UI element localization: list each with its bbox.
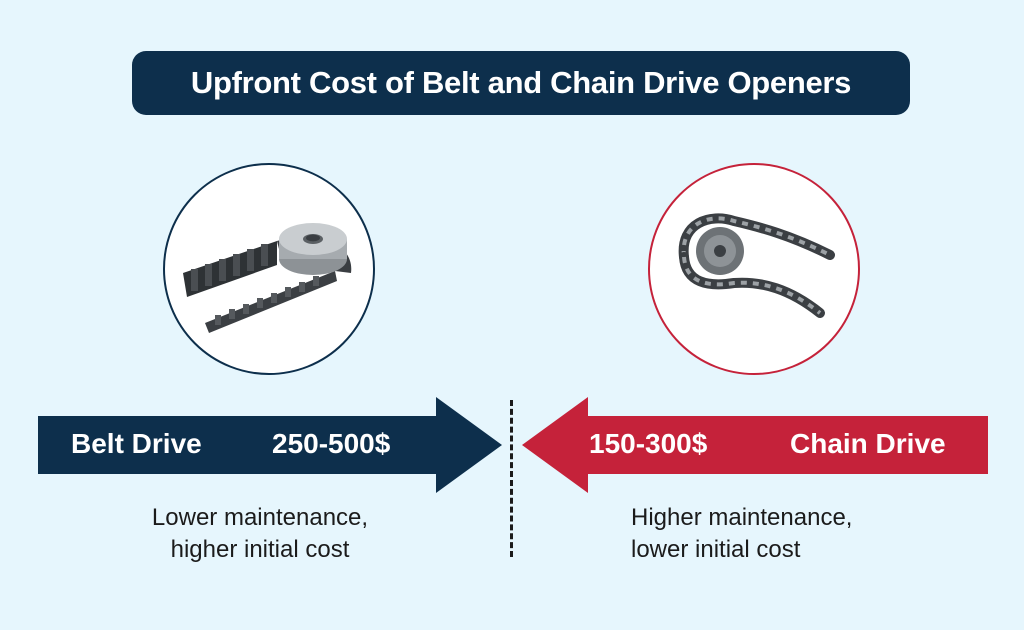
chain-drive-icon — [678, 213, 835, 318]
belt-caption-line-2: higher initial cost — [170, 536, 350, 563]
title-text: Upfront Cost of Belt and Chain Drive Ope… — [190, 65, 852, 100]
belt-cost-arrow — [38, 397, 502, 493]
chain-drive-caption: Higher maintenance, lower initial cost — [631, 502, 931, 566]
chain-drive-image-frame — [648, 163, 860, 375]
chain-cost-arrow — [522, 397, 988, 493]
belt-drive-price: 250-500$ — [272, 428, 391, 459]
chain-drive-price: 150-300$ — [589, 428, 708, 459]
belt-drive-label: Belt Drive — [71, 428, 202, 459]
belt-drive-icon — [183, 223, 352, 333]
belt-drive-caption: Lower maintenance, higher initial cost — [110, 502, 410, 566]
chain-caption-line-1: Higher maintenance, — [631, 504, 853, 531]
chain-caption-line-2: lower initial cost — [631, 536, 801, 563]
center-divider — [510, 400, 513, 557]
chain-drive-label: Chain Drive — [790, 428, 946, 459]
belt-drive-image-frame — [163, 163, 375, 375]
page-title: Upfront Cost of Belt and Chain Drive Ope… — [132, 51, 910, 115]
belt-caption-line-1: Lower maintenance, — [151, 504, 369, 531]
